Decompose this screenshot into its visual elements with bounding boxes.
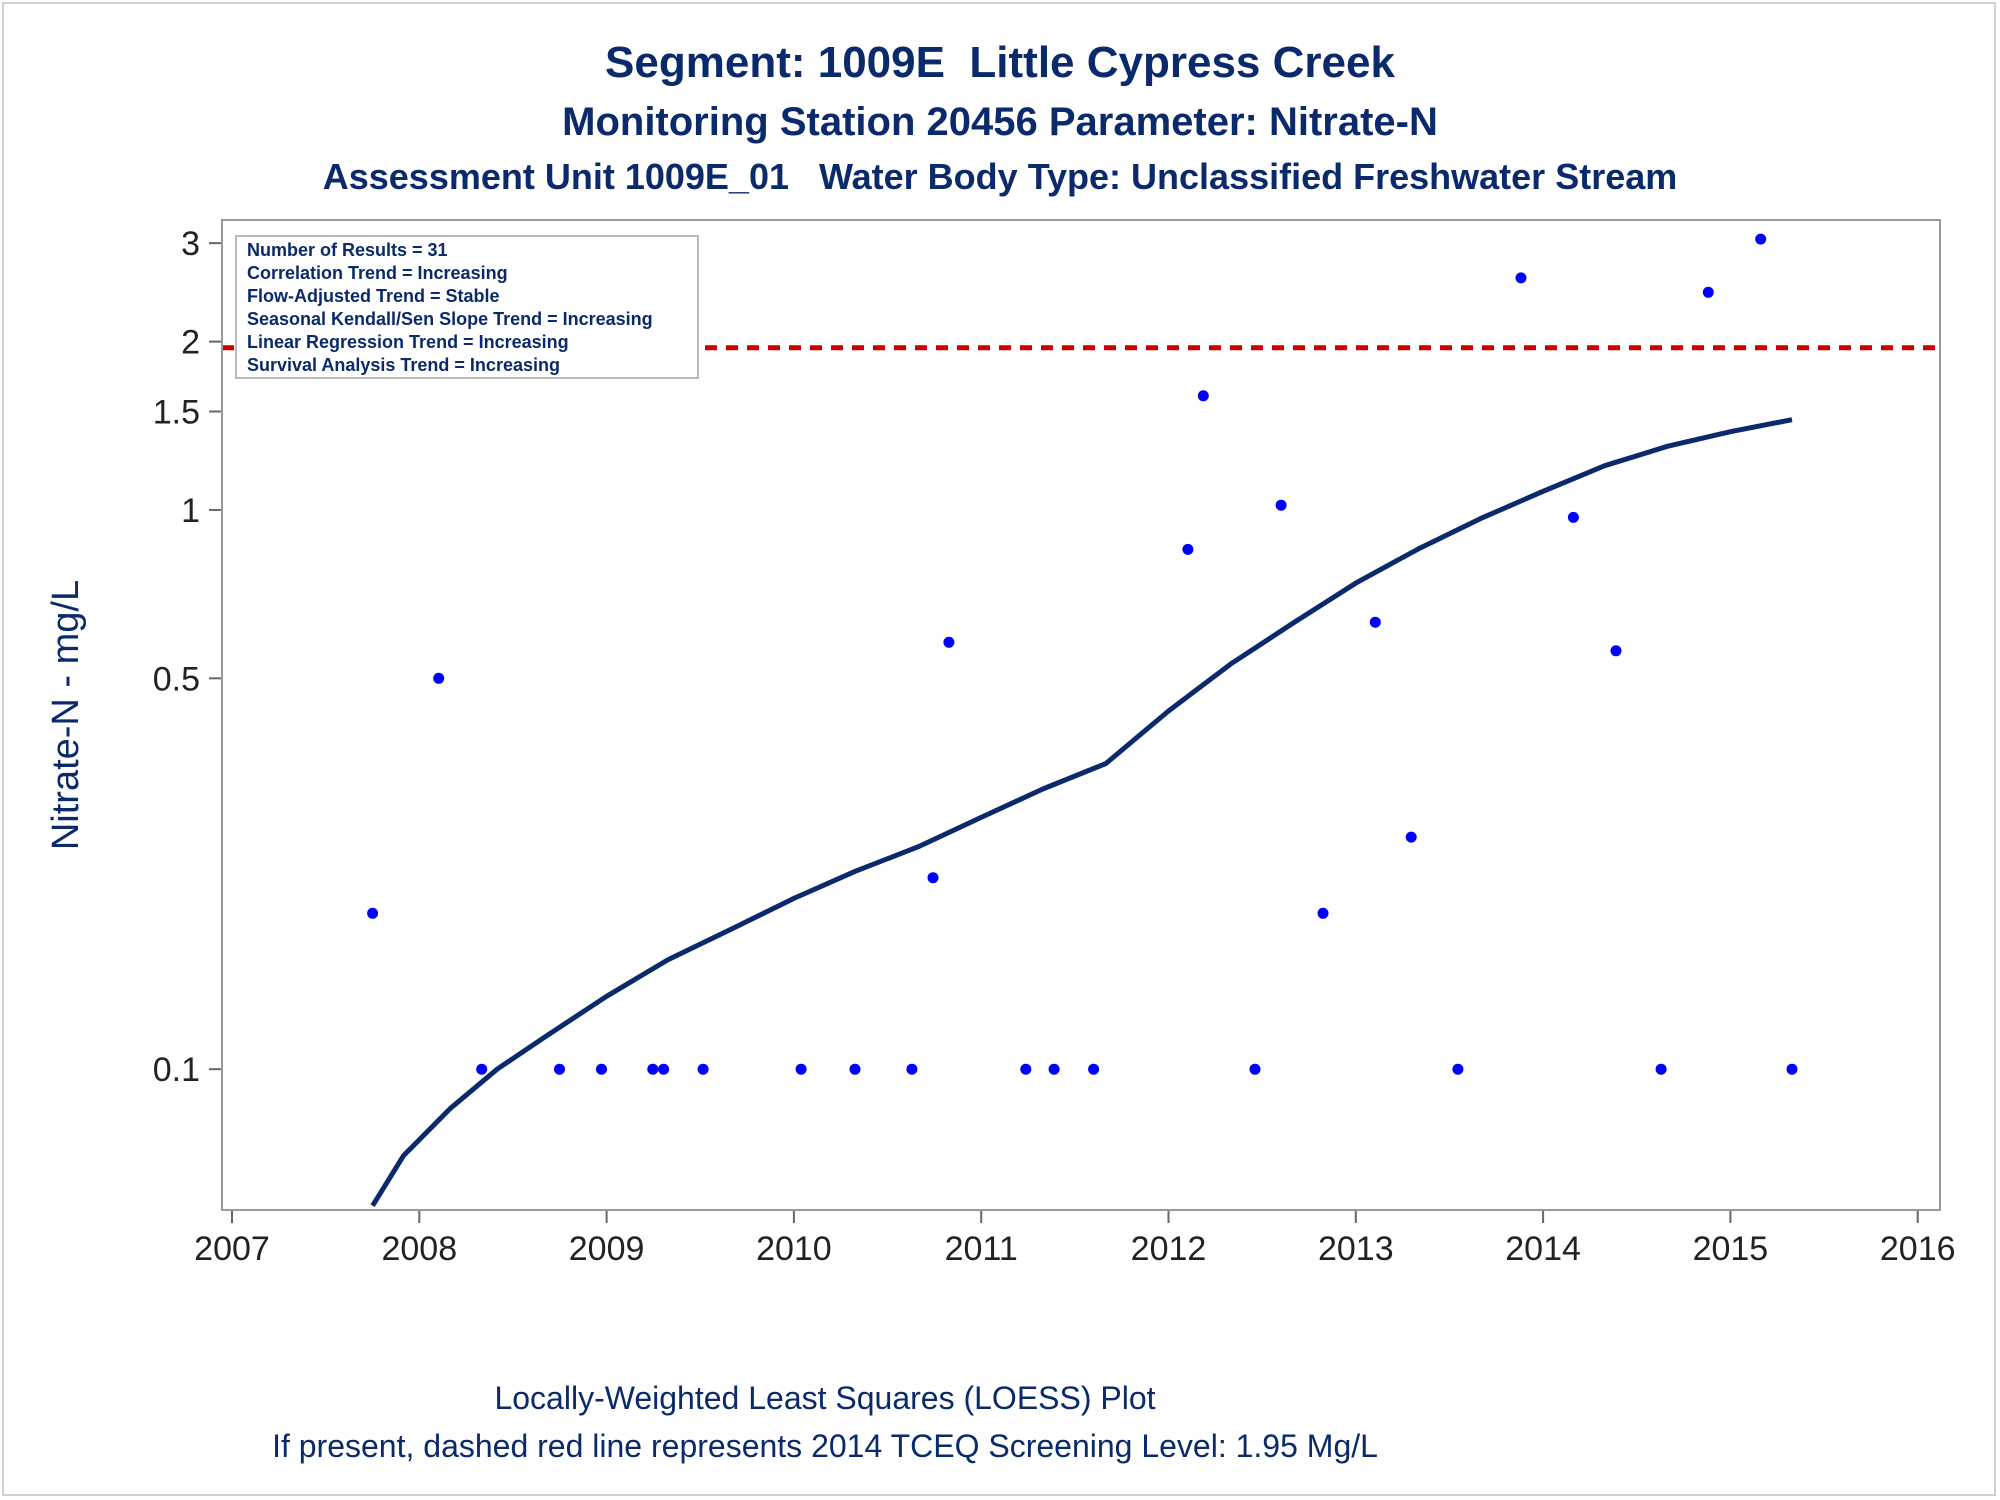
data-point — [1275, 499, 1287, 511]
footnote-loess: Locally-Weighted Least Squares (LOESS) P… — [494, 1380, 1156, 1416]
data-point — [1182, 543, 1194, 555]
stats-box-line: Number of Results = 31 — [247, 240, 448, 260]
stats-box-line: Flow-Adjusted Trend = Stable — [247, 286, 500, 306]
data-point — [1452, 1063, 1464, 1075]
data-point — [1088, 1063, 1100, 1075]
loess-curve — [370, 417, 1793, 1208]
chart-subtitle: Monitoring Station 20456 Parameter: Nitr… — [562, 100, 1438, 144]
data-point — [927, 872, 939, 884]
x-tick-label: 2009 — [569, 1230, 645, 1268]
data-point — [1655, 1063, 1667, 1075]
data-point — [697, 1063, 709, 1075]
chart-subtitle-2: Assessment Unit 1009E_01 Water Body Type… — [322, 156, 1678, 197]
data-point — [554, 1063, 565, 1075]
data-point — [1755, 233, 1767, 245]
data-point — [647, 1063, 659, 1075]
data-point — [795, 1063, 807, 1075]
data-point — [1515, 272, 1527, 284]
y-tick-label: 0.5 — [153, 660, 200, 698]
x-tick-label: 2014 — [1505, 1230, 1581, 1268]
stats-box-line: Correlation Trend = Increasing — [247, 263, 508, 283]
stats-box-line: Seasonal Kendall/Sen Slope Trend = Incre… — [247, 309, 653, 329]
y-tick-label: 0.1 — [153, 1051, 200, 1089]
data-point — [1567, 511, 1579, 523]
axes-layer: 2007 2008 2009 2010 2011 2012 2013 2014 2015 2016… — [153, 225, 1956, 1268]
data-point — [1702, 286, 1714, 298]
x-tick-label: 2012 — [1131, 1230, 1207, 1268]
x-tick-label: 2007 — [194, 1230, 270, 1268]
y-tick-label: 3 — [181, 225, 200, 263]
data-point — [849, 1063, 861, 1075]
y-tick-label: 2 — [181, 324, 200, 362]
y-axis-label: Nitrate-N - mg/L — [45, 580, 87, 850]
y-tick-label: 1.5 — [153, 393, 200, 431]
stats-box-line: Survival Analysis Trend = Increasing — [247, 355, 560, 375]
data-point — [1020, 1063, 1032, 1075]
x-tick-label: 2015 — [1693, 1230, 1769, 1268]
stats-box-frame — [235, 235, 699, 379]
data-point — [1197, 390, 1209, 402]
data-point — [1317, 907, 1329, 919]
chart-title: Segment: 1009E Little Cypress Creek — [605, 38, 1395, 87]
x-tick-label: 2008 — [381, 1230, 457, 1268]
x-tick-label: 2010 — [756, 1230, 832, 1268]
footnote-screening: If present, dashed red line represents 2… — [272, 1428, 1378, 1464]
data-point — [596, 1063, 607, 1075]
data-point — [1369, 616, 1381, 628]
data-point — [906, 1063, 918, 1075]
loess-layer — [370, 417, 1793, 1208]
x-tick-label: 2013 — [1318, 1230, 1394, 1268]
data-point — [1048, 1063, 1060, 1075]
data-point — [1249, 1063, 1261, 1075]
data-point — [433, 672, 445, 684]
stats-box: Number of Results = 31 Correlation Trend … — [235, 235, 699, 379]
data-point — [367, 907, 379, 919]
data-point — [1610, 645, 1622, 657]
data-point — [943, 636, 955, 648]
x-tick-label: 2011 — [945, 1230, 1018, 1268]
data-point — [1786, 1063, 1798, 1075]
plot-area-border — [221, 219, 1941, 1211]
y-tick-label: 1 — [181, 492, 200, 530]
data-point — [658, 1063, 670, 1075]
stats-box-line: Linear Regression Trend = Increasing — [247, 332, 569, 352]
x-tick-label: 2016 — [1880, 1230, 1956, 1268]
data-point — [476, 1063, 488, 1075]
points-layer — [367, 233, 1798, 1075]
data-point — [1405, 831, 1417, 843]
